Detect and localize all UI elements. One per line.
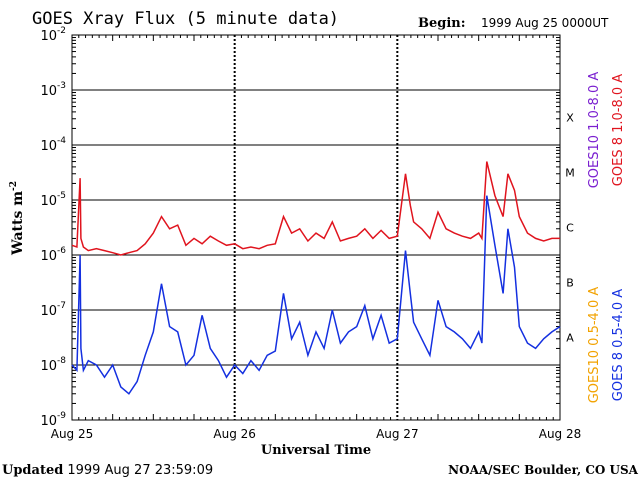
y-tick-label: 10-4 (40, 136, 66, 154)
plot-frame (71, 34, 561, 421)
y-tick-label: 10-2 (40, 26, 66, 44)
x-ticks: Aug 25 Aug 26 Aug 27 Aug 28 (51, 35, 582, 441)
y-tick-label: 10-8 (40, 356, 66, 374)
legend-entry: GOES10 0.5-4.0 A (587, 287, 602, 404)
y-tick-label: 10-5 (40, 191, 66, 209)
begin-label: Begin: (418, 16, 466, 31)
x-axis-label: Universal Time (261, 443, 371, 458)
y-ticks: 10-2 10-3 10-4 10-5 10-6 10-7 10-8 10-9 (40, 26, 560, 429)
x-tick-label: Aug 27 (376, 427, 419, 441)
chart-title: GOES Xray Flux (5 minute data) (32, 9, 339, 29)
y-tick-label: 10-9 (40, 411, 66, 429)
x-tick-label: Aug 25 (51, 427, 94, 441)
x-tick-label: Aug 26 (213, 427, 256, 441)
flare-class-label: B (566, 277, 574, 290)
grid-layer (72, 35, 560, 420)
series-line (71, 161, 560, 256)
begin-value: 1999 Aug 25 0000UT (481, 16, 609, 30)
flare-class-label: M (565, 167, 575, 180)
legend-entry: GOES 8 1.0-8.0 A (611, 74, 626, 186)
y-tick-label: 10-6 (40, 246, 66, 264)
y-tick-label: 10-3 (40, 81, 66, 99)
legend-entry: GOES10 1.0-8.0 A (587, 72, 602, 189)
flare-class-label: C (566, 222, 574, 235)
flare-class-label: A (566, 332, 574, 345)
y-tick-label: 10-7 (40, 301, 66, 319)
footer-updated: Updated 1999 Aug 27 23:59:09 (2, 463, 213, 478)
series-layer (71, 161, 561, 395)
flare-class-labels: X M C B A (565, 112, 575, 345)
flare-class-label: X (566, 112, 574, 125)
y-axis-label: Watts m-2 (9, 181, 26, 256)
legend: GOES10 1.0-8.0 A GOES 8 1.0-8.0 A GOES10 0… (587, 72, 626, 404)
x-tick-label: Aug 28 (539, 427, 582, 441)
series-line (71, 195, 561, 395)
y-axis-label-group: Watts m-2 (9, 181, 26, 256)
legend-entry: GOES 8 0.5-4.0 A (611, 289, 626, 401)
footer-credit: NOAA/SEC Boulder, CO USA (448, 463, 639, 477)
